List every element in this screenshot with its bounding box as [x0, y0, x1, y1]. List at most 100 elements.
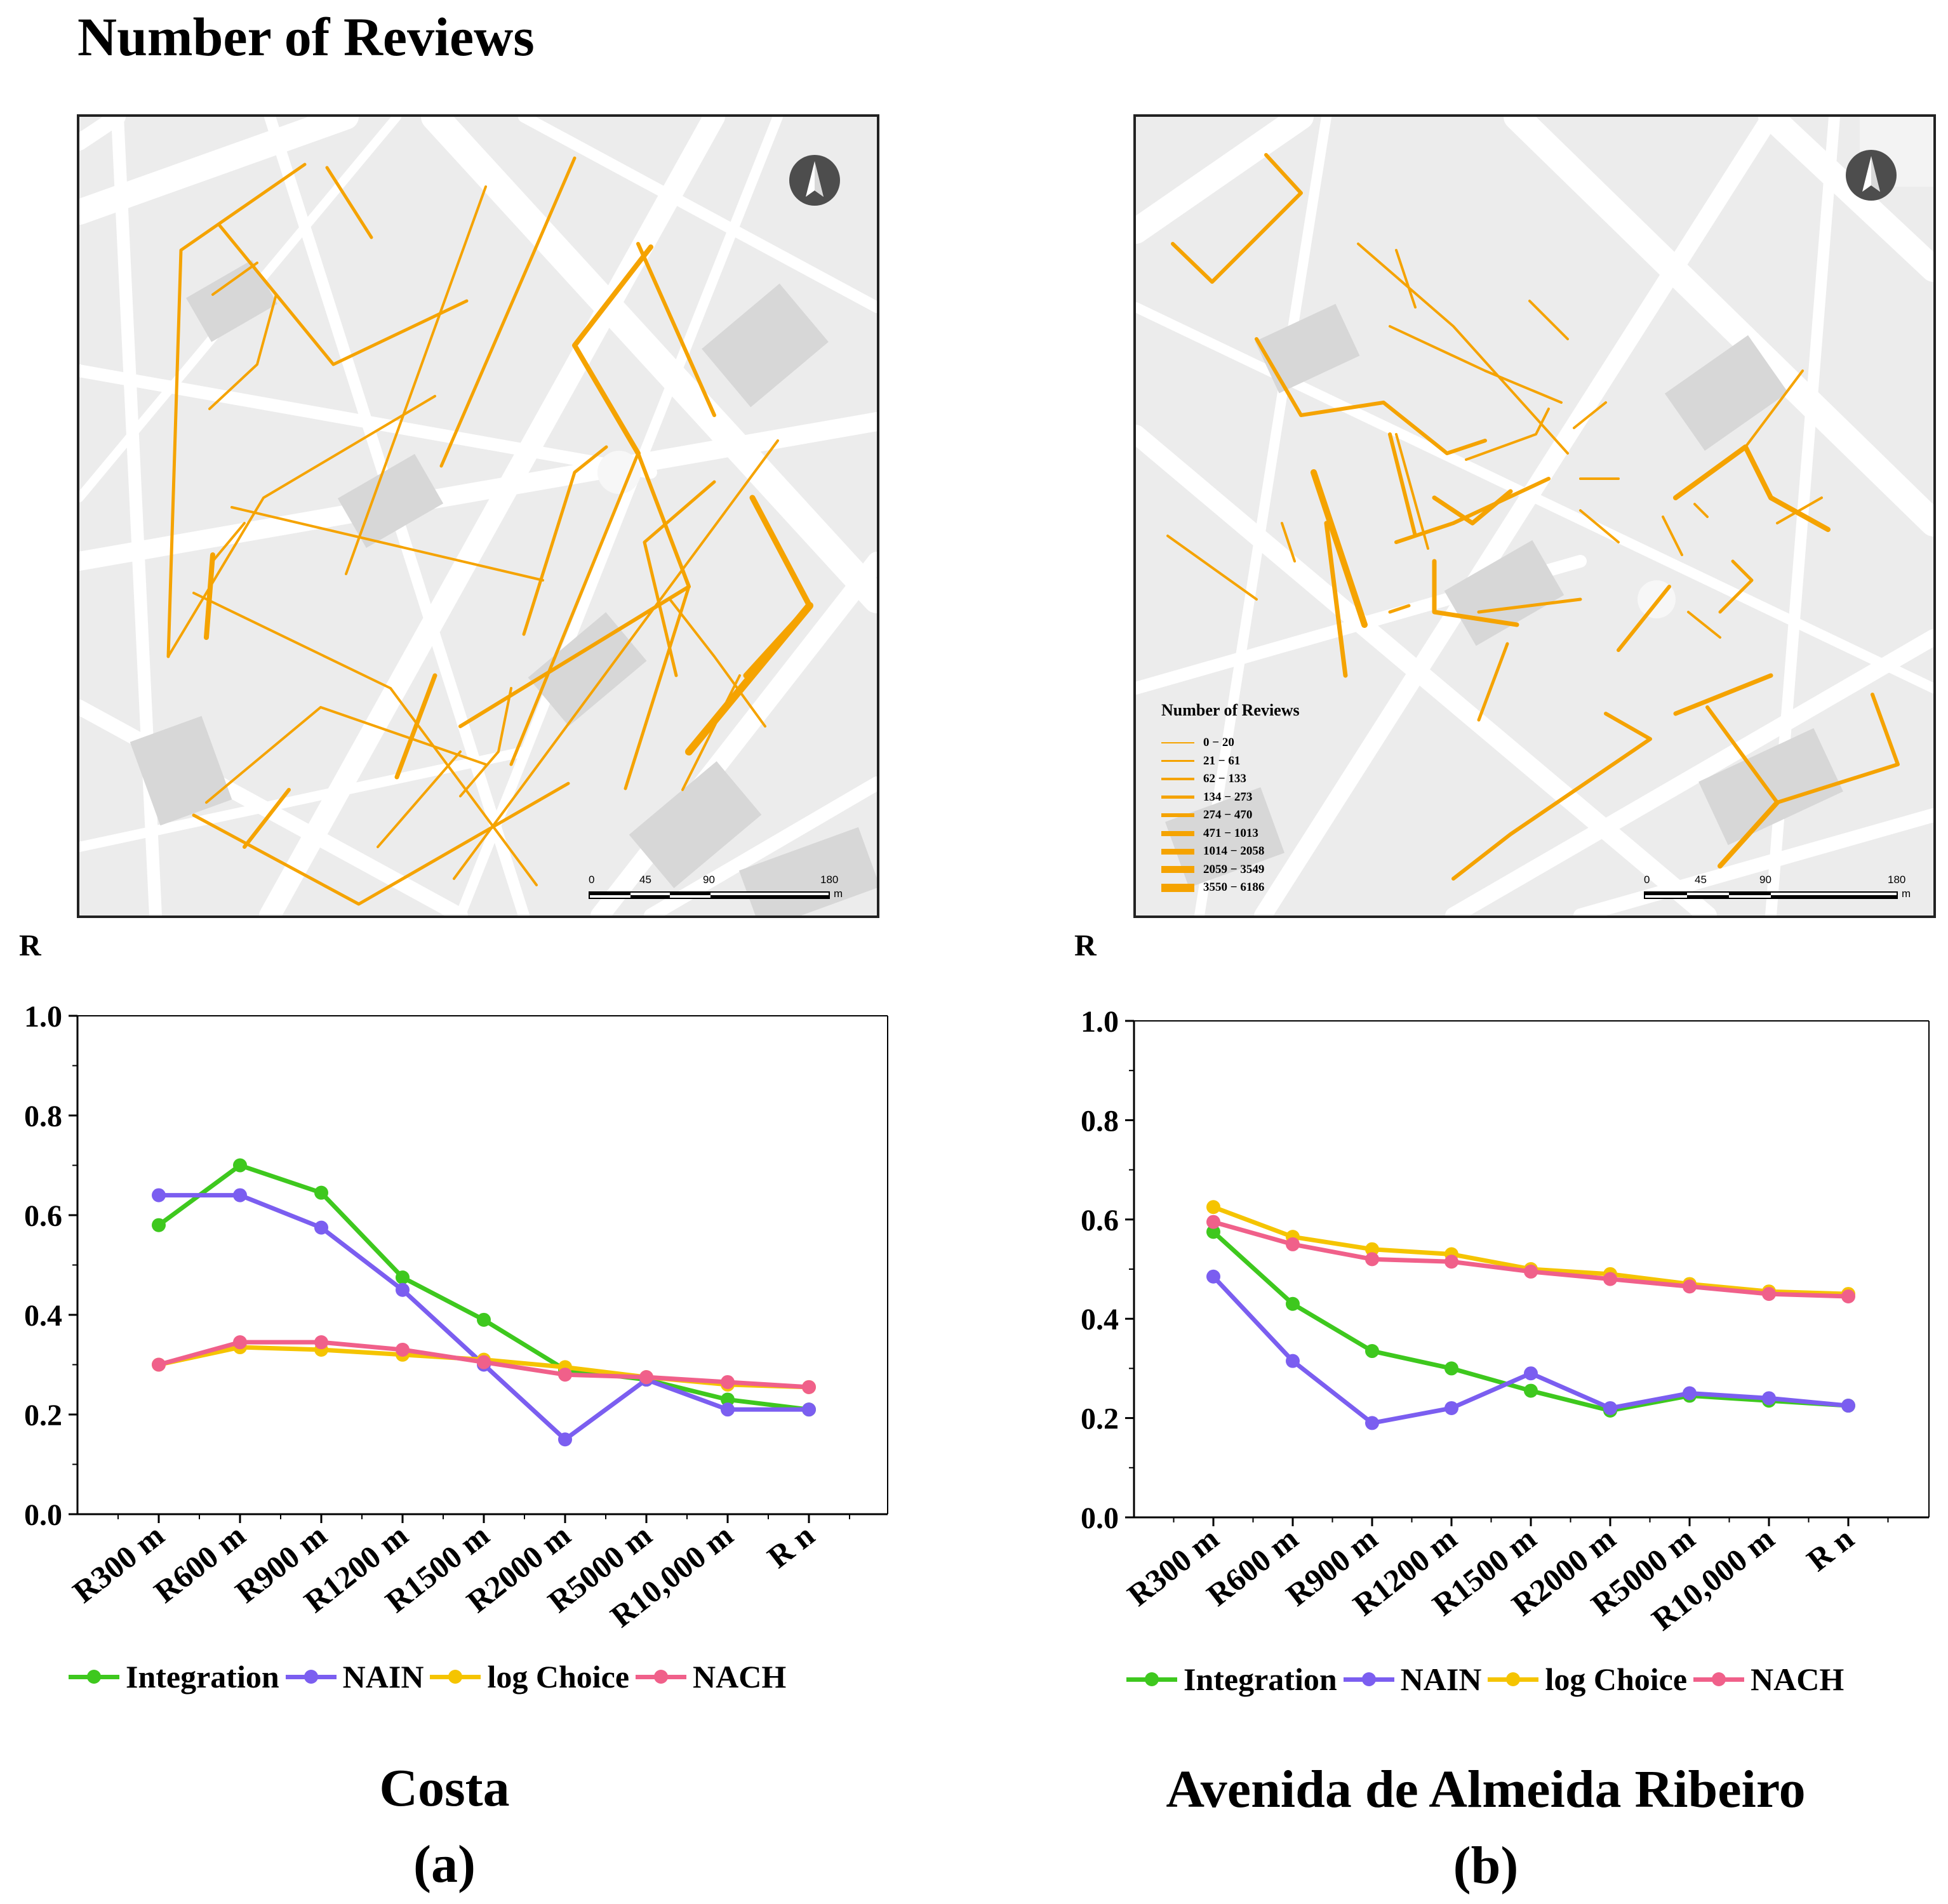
data-point-nain	[721, 1402, 735, 1417]
data-point-nain	[1365, 1416, 1379, 1430]
y-tick-label: 0.0	[1081, 1501, 1119, 1535]
legend-item-nach: NACH	[636, 1658, 786, 1695]
data-point-nach	[639, 1370, 653, 1385]
legend-item-nach: NACH	[1693, 1661, 1844, 1698]
legend-swatch	[1693, 1667, 1745, 1692]
data-point-integration	[152, 1218, 166, 1232]
data-point-nain	[314, 1220, 328, 1235]
data-point-nain	[558, 1432, 572, 1447]
data-point-integration	[477, 1312, 491, 1327]
legend-item-log-choice: log Choice	[1488, 1661, 1687, 1698]
y-tick-label: 0.8	[1081, 1104, 1119, 1138]
legend-label: NACH	[1751, 1661, 1845, 1697]
legend-class-label: 274 − 470	[1203, 808, 1253, 822]
panel-label: (a)	[413, 1835, 476, 1894]
data-point-nain	[1206, 1269, 1220, 1284]
legend-label: NAIN	[342, 1659, 424, 1694]
legend-class-label: 1014 − 2058	[1203, 844, 1265, 858]
legend-class-row: 274 − 470	[1161, 806, 1300, 825]
legend-swatch	[69, 1664, 119, 1689]
scale-tick: 0	[1644, 874, 1650, 886]
legend-swatch	[636, 1664, 687, 1689]
north-arrow-icon	[1846, 150, 1897, 201]
map-roads	[1136, 117, 1933, 915]
x-tick-label: R600 m	[1200, 1521, 1305, 1613]
x-tick-label: R300 m	[1121, 1521, 1225, 1613]
legend-class-label: 0 − 20	[1203, 736, 1234, 750]
scale-bar: 0 45 90 180 m	[1644, 874, 1911, 912]
legend-class-swatch	[1161, 778, 1194, 781]
north-arrow-glyph	[806, 161, 824, 197]
legend-class-swatch	[1161, 760, 1194, 762]
y-tick-label: 0.2	[24, 1399, 62, 1432]
north-arrow-icon	[789, 155, 840, 206]
data-point-nach	[152, 1357, 166, 1372]
data-point-nain	[802, 1402, 816, 1417]
legend-label: log Choice	[1545, 1661, 1688, 1697]
y-tick-label: 0.6	[24, 1199, 62, 1233]
y-axis-label: R	[19, 929, 41, 962]
scale-tick: 180	[820, 874, 839, 886]
data-point-nach	[396, 1342, 410, 1357]
scale-bar: 0 45 90 180 m	[589, 874, 843, 912]
scale-tick: 45	[1695, 874, 1707, 886]
data-point-nain	[396, 1282, 410, 1297]
data-point-integration	[314, 1185, 328, 1200]
data-point-nach	[1286, 1237, 1300, 1251]
scale-tick: 0	[589, 874, 595, 886]
data-point-integration	[1524, 1383, 1538, 1398]
data-point-log-choice	[1206, 1200, 1220, 1215]
data-point-nain	[152, 1188, 166, 1202]
scale-bar-frame	[1644, 891, 1898, 899]
legend-class-swatch	[1161, 813, 1194, 818]
data-point-nach	[1762, 1287, 1776, 1302]
scale-unit: m	[834, 888, 843, 900]
data-point-nach	[1206, 1215, 1220, 1229]
legend-class-swatch	[1161, 742, 1194, 744]
data-point-integration	[1444, 1361, 1458, 1376]
legend-label: Integration	[126, 1659, 279, 1694]
legend-class-row: 1014 − 2058	[1161, 842, 1300, 861]
map-panel-avenida: Number of Reviews 0 − 20 21 − 61 62 − 13…	[1133, 114, 1936, 918]
scale-bar-frame	[589, 891, 830, 899]
north-arrow-glyph	[1862, 156, 1880, 192]
map-legend: Number of Reviews 0 − 20 21 − 61 62 − 13…	[1161, 701, 1300, 897]
x-tick-label: R n	[761, 1517, 821, 1574]
y-tick-label: 0.8	[24, 1100, 62, 1133]
legend-class-row: 2059 − 3549	[1161, 861, 1300, 879]
legend-swatch	[430, 1664, 481, 1689]
legend-class-row: 134 − 273	[1161, 789, 1300, 807]
series-line-log-choice	[1212, 1204, 1849, 1296]
data-point-nach	[558, 1368, 572, 1382]
legend-class-label: 3550 − 6186	[1203, 881, 1265, 895]
legend-class-label: 471 − 1013	[1203, 826, 1258, 840]
legend-swatch	[1343, 1667, 1394, 1692]
data-point-nach	[1603, 1272, 1617, 1286]
map-panel-costa: 0 45 90 180 m	[77, 114, 879, 918]
y-tick-label: 0.4	[24, 1299, 62, 1333]
data-point-integration	[1206, 1225, 1220, 1239]
data-point-nach	[1365, 1252, 1379, 1267]
legend-label: NAIN	[1400, 1661, 1482, 1697]
data-point-nach	[314, 1335, 328, 1350]
scale-tick: 45	[639, 874, 651, 886]
legend-class-swatch	[1161, 883, 1194, 892]
data-point-log-choice	[1365, 1242, 1379, 1256]
legend-class-row: 62 − 133	[1161, 770, 1300, 789]
legend-class-swatch	[1161, 830, 1194, 836]
data-point-nain	[1841, 1399, 1855, 1413]
data-point-nain	[1524, 1366, 1538, 1381]
legend-class-row: 3550 − 6186	[1161, 879, 1300, 897]
panel-label: (b)	[1453, 1836, 1519, 1895]
data-point-nain	[1444, 1401, 1458, 1415]
map-blocks	[130, 260, 877, 915]
chart-legend: Integration NAIN log Choice NACH	[1126, 1661, 1850, 1698]
x-tick-label: R600 m	[147, 1517, 252, 1610]
legend-class-label: 2059 − 3549	[1203, 862, 1265, 876]
data-point-integration	[1365, 1344, 1379, 1359]
data-point-nach	[802, 1380, 816, 1394]
street-map-avenida	[1136, 117, 1933, 915]
data-point-integration	[1286, 1296, 1300, 1311]
legend-item-log-choice: log Choice	[430, 1658, 629, 1695]
